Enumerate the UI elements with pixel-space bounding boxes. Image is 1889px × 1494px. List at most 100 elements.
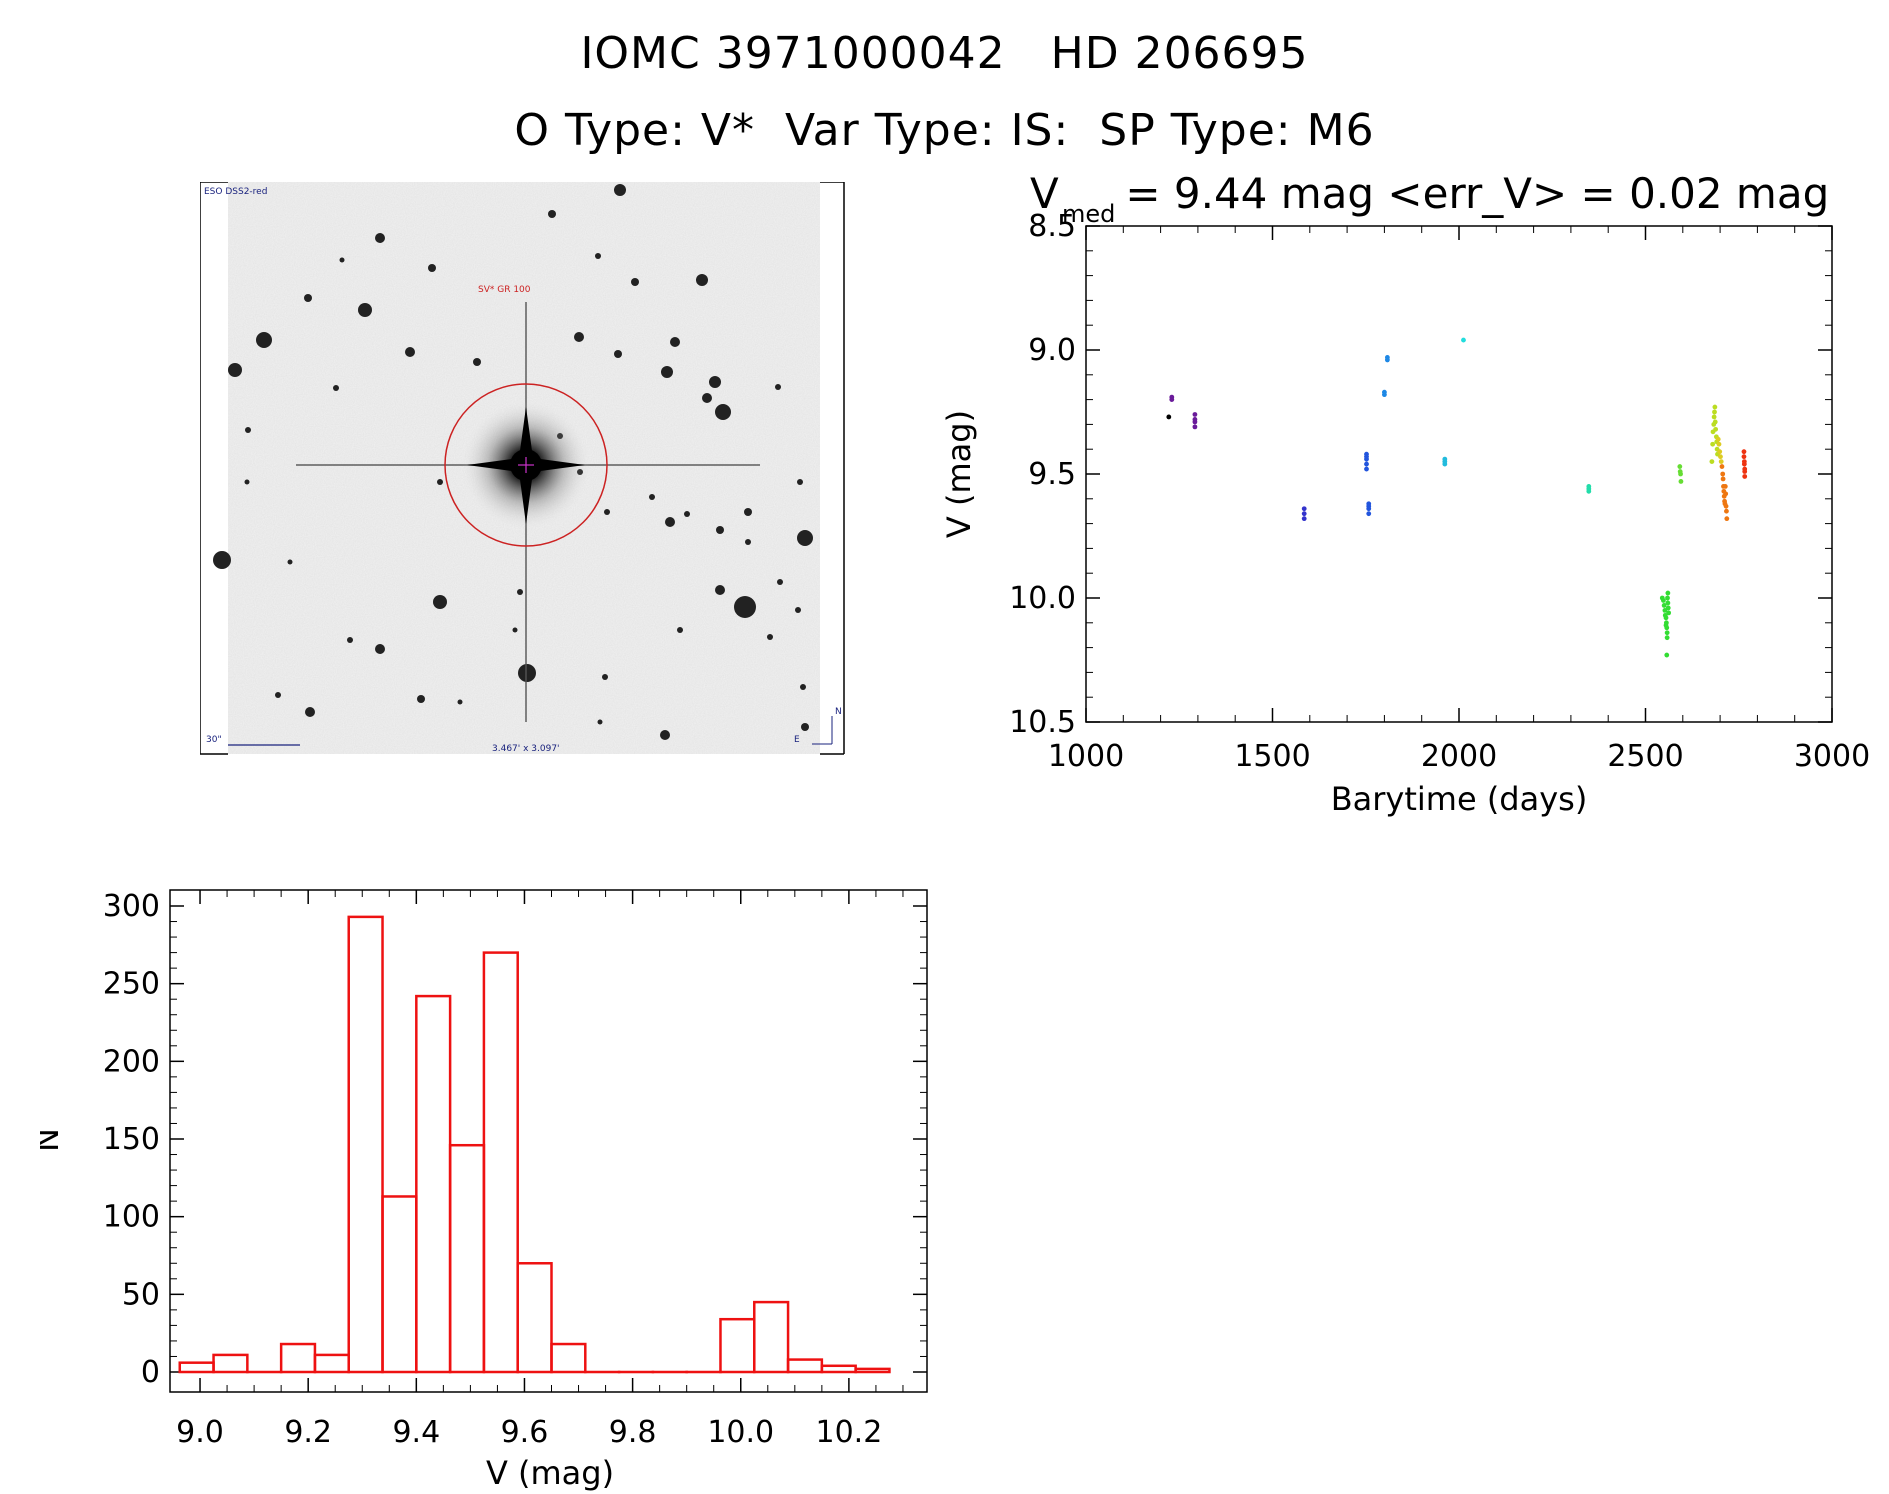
hist-bar xyxy=(279,1342,317,1374)
lc-point xyxy=(1712,419,1718,425)
hist-bar xyxy=(719,1317,756,1374)
hist-x-tick-label: 9.2 xyxy=(284,1415,332,1450)
lc-point xyxy=(1741,449,1747,455)
hist-bar xyxy=(313,1353,350,1374)
lc-title-main: V xyxy=(1030,170,1059,218)
lc-point xyxy=(1741,461,1747,467)
hist-bar xyxy=(381,1195,418,1374)
lc-point xyxy=(1713,426,1719,432)
hist-y-tick-label: 300 xyxy=(103,889,160,924)
hist-bar xyxy=(347,915,384,1374)
hist-bar xyxy=(820,1364,857,1374)
lc-point xyxy=(1715,436,1721,442)
hist-x-tick-label: 10.2 xyxy=(815,1415,882,1450)
lc-point xyxy=(1665,605,1671,611)
lc-point xyxy=(1741,454,1747,460)
hist-x-tick-label: 9.0 xyxy=(176,1415,224,1450)
lc-point xyxy=(1664,652,1670,658)
hist-bar xyxy=(212,1353,249,1374)
lc-point xyxy=(1442,461,1448,467)
lc-point xyxy=(1192,419,1198,425)
lc-point xyxy=(1666,610,1672,616)
lc-point xyxy=(1719,464,1725,469)
lc-title-sub: med xyxy=(1062,200,1115,228)
lc-x-tick-label: 1500 xyxy=(1234,739,1310,774)
lc-point xyxy=(1661,598,1666,603)
lc-point xyxy=(1192,424,1198,430)
hist-x-tick-label: 9.4 xyxy=(392,1415,440,1450)
lc-point xyxy=(1742,474,1748,479)
lc-y-tick-label: 10.5 xyxy=(1009,705,1076,740)
lc-point xyxy=(1364,456,1369,462)
histogram-chart: 9.0 9.2 9.4 9.6 9.8 10.0 10.2 0 50 100 150 200 250 30… xyxy=(40,889,928,1492)
lc-title-rest: = 9.44 mag <err_V> = 0.02 mag xyxy=(1112,170,1829,218)
lc-x-tick-label: 3000 xyxy=(1794,739,1870,774)
lc-point xyxy=(1384,357,1390,363)
lc-point xyxy=(1169,397,1175,402)
hist-x-tick-label: 9.6 xyxy=(501,1415,549,1450)
lc-point xyxy=(1724,508,1729,514)
lc-data-points xyxy=(1166,337,1748,658)
lc-point xyxy=(1586,488,1592,494)
lc-point xyxy=(1723,503,1729,509)
lc-point xyxy=(1301,506,1307,512)
light-curve-chart: V med = 9.44 mag <err_V> = 0.02 mag 1000… xyxy=(940,170,1870,818)
lc-y-tick-label: 9.5 xyxy=(1028,457,1076,492)
lc-point xyxy=(1665,600,1671,606)
finder-chart: ESO DSS2-red SV* GR 100 30" 3.467' x 3.0… xyxy=(200,182,845,755)
scale-bar: 30" xyxy=(206,735,300,746)
lc-y-tick-label: 9.0 xyxy=(1028,333,1076,368)
hist-y-label: N xyxy=(40,1128,66,1152)
lc-point xyxy=(1709,459,1715,464)
lc-x-tick-label: 2000 xyxy=(1421,739,1497,774)
lc-point xyxy=(1662,608,1668,613)
lc-x-tick-label: 1000 xyxy=(1048,739,1124,774)
star-field xyxy=(213,184,813,740)
compass-east: E xyxy=(794,735,800,745)
hist-bar xyxy=(786,1358,824,1374)
lc-point xyxy=(1366,506,1372,512)
lc-point xyxy=(1677,464,1683,469)
lc-point xyxy=(1723,491,1729,497)
compass xyxy=(812,716,833,745)
lc-y-tick-label: 8.5 xyxy=(1028,209,1076,244)
lc-point xyxy=(1364,466,1369,472)
lc-point xyxy=(1301,516,1307,522)
lc-point xyxy=(1192,412,1198,417)
hist-y-tick-label: 250 xyxy=(103,967,160,1002)
lc-title: V med = 9.44 mag <err_V> = 0.02 mag xyxy=(1030,170,1829,228)
hist-bar xyxy=(753,1300,790,1374)
lc-point xyxy=(1742,469,1748,474)
lc-point xyxy=(1366,511,1372,517)
hist-x-tick-label: 9.8 xyxy=(609,1415,657,1450)
hist-bar xyxy=(482,951,519,1374)
lc-point xyxy=(1716,441,1722,447)
lc-point xyxy=(1718,454,1723,460)
hist-bar xyxy=(448,1143,486,1374)
lc-y-tick-label: 10.0 xyxy=(1009,581,1076,616)
lc-point xyxy=(1661,603,1667,608)
lc-point xyxy=(1712,409,1717,415)
lc-point xyxy=(1717,449,1723,455)
lc-point xyxy=(1678,479,1684,484)
hist-bar xyxy=(415,994,452,1374)
lc-y-label: V (mag) xyxy=(940,410,978,538)
lc-point xyxy=(1663,615,1669,621)
lc-point xyxy=(1718,459,1724,464)
lc-point xyxy=(1664,630,1670,636)
hist-y-tick-label: 0 xyxy=(141,1355,160,1390)
hist-x-tick-label: 10.0 xyxy=(707,1415,774,1450)
lc-point xyxy=(1461,337,1466,343)
hist-bar xyxy=(178,1361,215,1374)
lc-x-label: Barytime (days) xyxy=(1331,780,1588,818)
lc-point xyxy=(1166,414,1172,420)
figure-title-types: O Type: V* Var Type: IS: SP Type: M6 xyxy=(514,105,1375,156)
fov-label: 3.467' x 3.097' xyxy=(492,744,560,754)
compass-north: N xyxy=(835,707,842,717)
lc-point xyxy=(1678,471,1683,477)
lc-x-tick-label: 2500 xyxy=(1607,739,1683,774)
lc-point xyxy=(1724,516,1730,522)
hist-x-label: V (mag) xyxy=(486,1454,614,1492)
lc-point xyxy=(1663,622,1669,628)
lc-point xyxy=(1711,414,1717,420)
